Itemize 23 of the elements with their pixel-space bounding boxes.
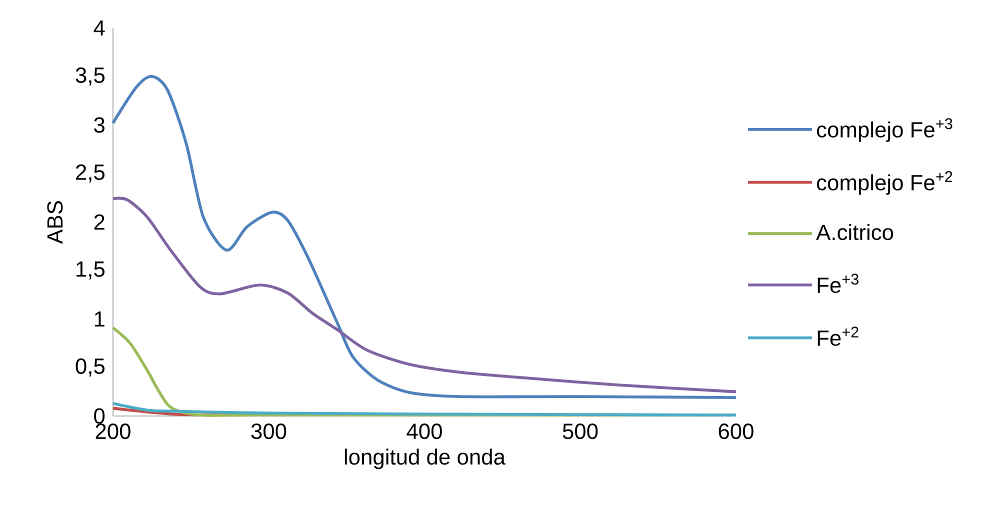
legend-label: Fe$^{+2}$ <box>818 326 858 346</box>
x-axis-title: longitud de onda <box>344 448 506 470</box>
x-tick-label: 500 <box>562 424 598 440</box>
x-tick-label: 600 <box>718 424 754 440</box>
legend-label: A.citrico <box>816 224 894 240</box>
legend-label: complejo Fe$^{+3}$ <box>817 118 952 142</box>
legend-label: complejo Fe$^{+2}$ <box>817 171 952 195</box>
y-axis-title: ABS <box>47 201 63 244</box>
x-tick-label: 300 <box>251 424 286 440</box>
line-series <box>112 75 738 400</box>
y-tick-label: 2 <box>94 214 104 230</box>
y-tick-label: 4 <box>94 20 105 36</box>
y-tick-label: 3 <box>94 117 104 133</box>
x-tick-label: 400 <box>406 424 442 440</box>
y-tick-label: 1,5 <box>76 262 105 280</box>
y-tick-label: 3,5 <box>76 67 105 86</box>
legend-label: Fe$^{+3}$ <box>818 274 858 294</box>
y-tick-label: 2,5 <box>76 164 105 183</box>
y-tick-label: 1 <box>94 311 104 327</box>
y-tick-label: 0,5 <box>76 358 105 377</box>
x-tick-label: 200 <box>96 424 130 440</box>
y-tick-label: 0 <box>94 408 105 424</box>
line-series <box>112 196 738 394</box>
